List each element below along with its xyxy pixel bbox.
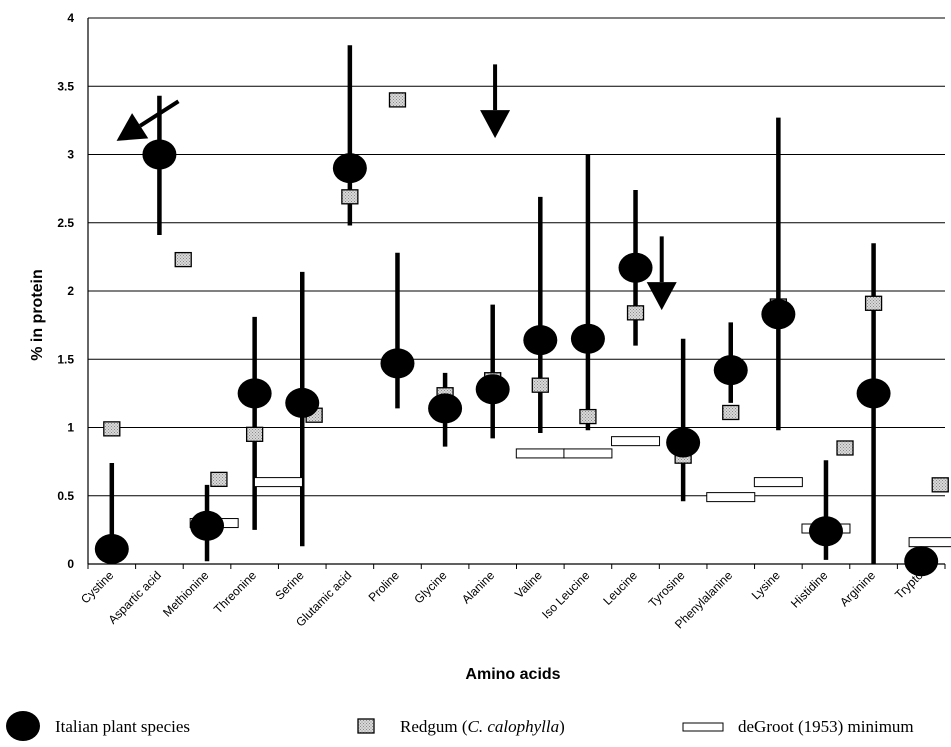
redgum-marker [388, 92, 407, 108]
italian-species-marker [856, 378, 891, 409]
italian-species-marker [808, 516, 843, 547]
degroot-minimum-bar [515, 448, 565, 459]
italian-species-marker [904, 546, 939, 577]
legend-bar-icon [682, 722, 724, 732]
redgum-marker [103, 421, 121, 437]
y-tick-label: 4 [67, 11, 74, 25]
x-tick-label: Serine [272, 568, 307, 603]
legend-label-redgum: Redgum (C. calophylla) [400, 717, 565, 736]
redgum-marker [174, 251, 192, 268]
italian-species-marker [142, 139, 177, 170]
italian-species-marker [618, 252, 653, 283]
x-tick-label: Tyrosine [646, 568, 688, 610]
degroot-minimum-bar [611, 436, 661, 447]
italian-species-marker [190, 510, 225, 541]
chart-marks [94, 45, 951, 577]
y-tick-label: 3 [67, 148, 74, 162]
x-axis-label: Amino acids [465, 666, 560, 683]
x-tick-label: Lysine [749, 568, 783, 602]
degroot-minimum-bar [908, 537, 951, 548]
y-tick-label: 1.5 [57, 352, 74, 366]
italian-species-marker [285, 387, 320, 418]
redgum-marker [531, 377, 549, 393]
legend-label-degroot: deGroot (1953) minimum [738, 717, 914, 736]
arrow-shaft [139, 99, 180, 128]
arrow-head [116, 113, 149, 141]
italian-species-marker [380, 348, 415, 379]
legend-label-part: Redgum ( [400, 717, 468, 736]
x-tick-label: Cystine [78, 568, 116, 606]
redgum-marker [210, 471, 228, 488]
italian-species-marker [713, 355, 748, 386]
italian-species-marker [475, 374, 510, 405]
y-tick-label: 0 [67, 557, 74, 571]
annotation-arrows [116, 64, 677, 311]
x-tick-label: Threonine [211, 568, 259, 616]
gridlines [87, 17, 946, 569]
x-tick-label: Alanine [459, 568, 497, 606]
arrow-head [646, 282, 677, 311]
italian-species-marker [237, 378, 272, 409]
x-tick-label: Iso Leucine [539, 568, 593, 622]
y-tick-label: 2.5 [57, 216, 74, 230]
redgum-marker [579, 408, 597, 425]
redgum-marker [245, 426, 264, 442]
legend-label-italian: Italian plant species [55, 717, 190, 736]
redgum-marker [836, 440, 854, 456]
y-axis-label: % in protein [29, 269, 46, 361]
redgum-marker [722, 404, 740, 421]
redgum-marker [626, 305, 645, 321]
degroot-minimum-bar [753, 477, 803, 488]
legend-label-part: C. calophylla [468, 717, 560, 736]
y-tick-label: 3.5 [57, 79, 74, 93]
x-tick-label: Histidine [788, 568, 831, 611]
redgum-marker [341, 189, 359, 205]
y-tick-labels: 0 0.5 1 1.5 2 2.5 3 3.5 4 [57, 11, 74, 571]
x-tick-label: Arginine [837, 568, 878, 609]
redgum-marker [931, 477, 949, 493]
degroot-minimum-bar [563, 448, 613, 459]
italian-species-marker [428, 393, 463, 424]
italian-species-marker [523, 325, 558, 356]
x-tick-label: Glycine [411, 568, 449, 606]
x-tick-label: Leucine [600, 568, 640, 608]
degroot-minimum-bar [253, 477, 303, 488]
italian-species-marker [761, 299, 796, 330]
legend-label-part: ) [559, 717, 565, 736]
italian-species-marker [332, 153, 367, 184]
arrow-head [480, 110, 511, 139]
x-tick-label: Proline [366, 568, 403, 605]
italian-species-marker [570, 323, 605, 354]
x-tick-label: Methionine [160, 568, 212, 620]
redgum-marker [864, 295, 883, 311]
y-tick-label: 2 [67, 284, 74, 298]
y-tick-label: 1 [67, 421, 74, 435]
legend-circle-icon [6, 711, 40, 741]
legend: Italian plant species Redgum (C. calophyl… [6, 711, 914, 741]
italian-species-marker [666, 427, 701, 458]
y-tick-label: 0.5 [57, 489, 74, 503]
italian-species-marker [94, 533, 129, 564]
x-tick-label: Valine [512, 568, 545, 601]
legend-square-icon [357, 718, 375, 734]
degroot-minimum-bar [706, 492, 756, 503]
